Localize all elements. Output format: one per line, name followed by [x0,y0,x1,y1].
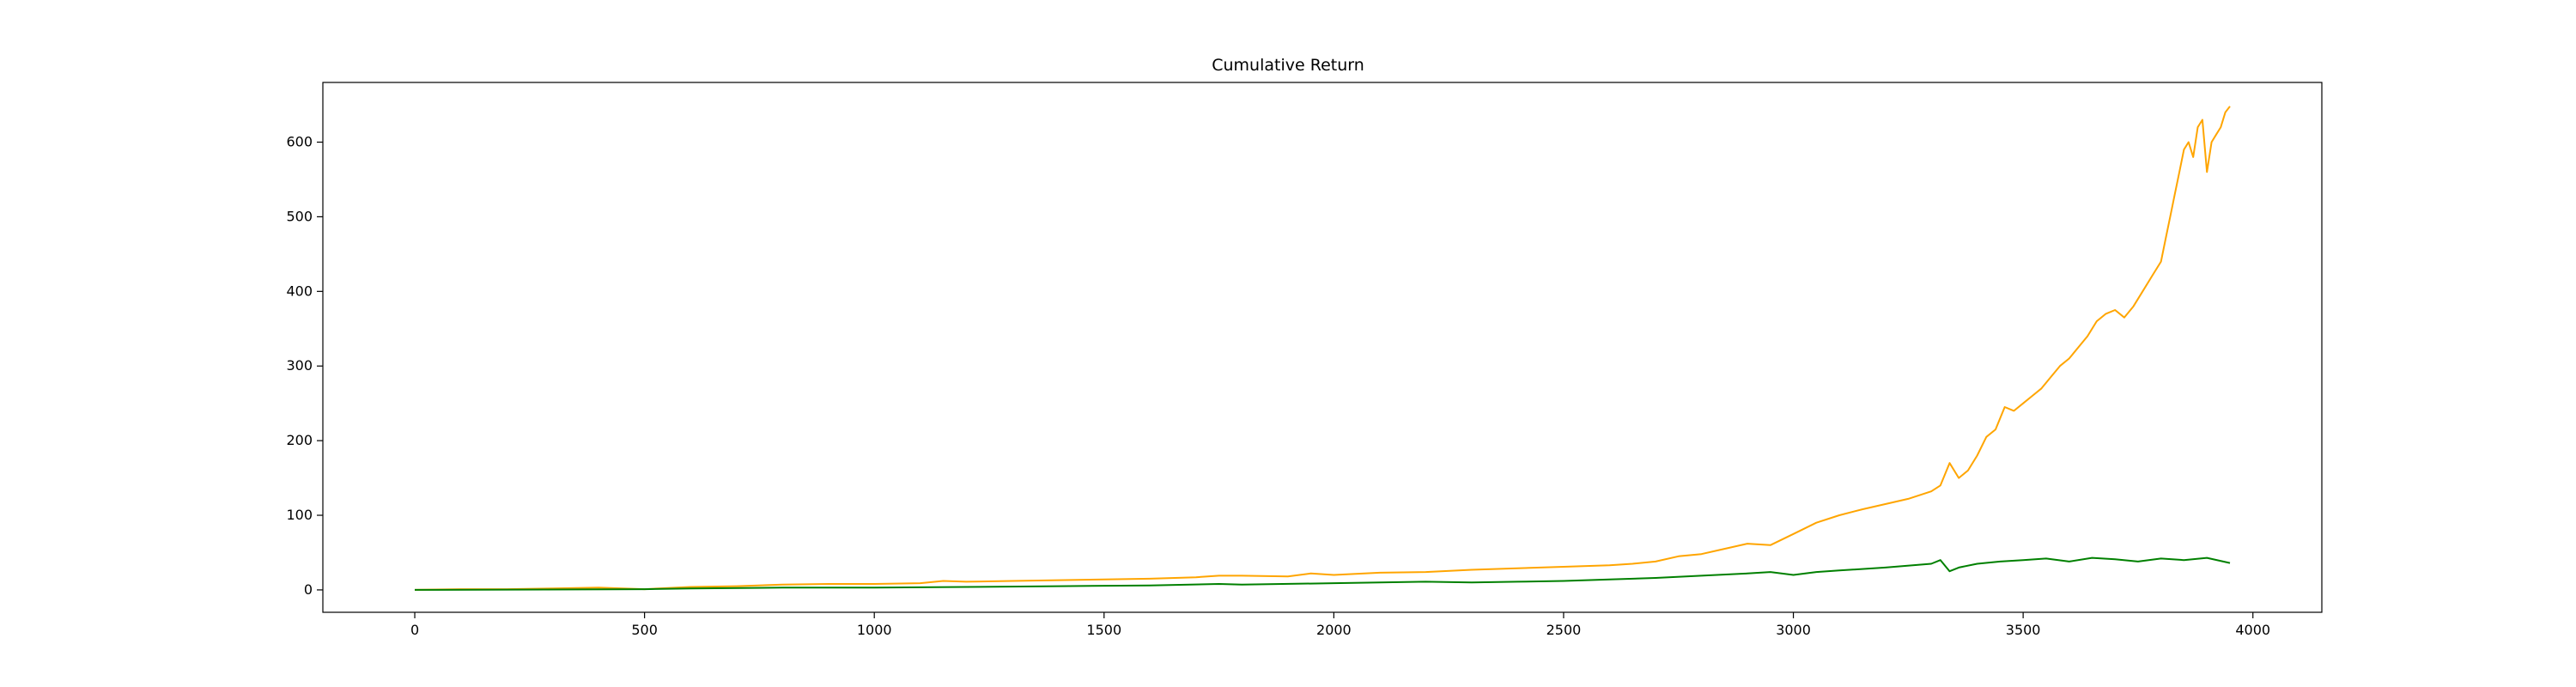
y-axis: 0 100 200 300 400 500 600 [286,134,323,598]
y-tick-label: 200 [286,432,313,448]
y-tick-label: 600 [286,134,313,150]
x-tick-label: 4000 [2235,622,2270,638]
x-axis: 0 500 1000 1500 2000 2500 3000 3500 4000 [410,612,2270,638]
x-tick-label: 1500 [1086,622,1121,638]
x-tick-label: 3500 [2006,622,2041,638]
y-tick-label: 0 [304,581,313,598]
series-line-2 [414,556,2231,591]
y-tick-label: 500 [286,208,313,224]
plot-area-frame [322,82,2323,613]
series-line-1 [414,106,2231,591]
x-tick-label: 500 [631,622,658,638]
y-tick-label: 400 [286,283,313,299]
chart-title: Cumulative Return [1212,56,1364,75]
x-tick-label: 2500 [1546,622,1582,638]
y-tick-label: 100 [286,507,313,523]
x-tick-label: 3000 [1776,622,1811,638]
y-tick-label: 300 [286,357,313,374]
x-tick-label: 1000 [857,622,892,638]
x-tick-label: 2000 [1316,622,1352,638]
plot-lines [414,106,2231,591]
x-tick-label: 0 [410,622,419,638]
